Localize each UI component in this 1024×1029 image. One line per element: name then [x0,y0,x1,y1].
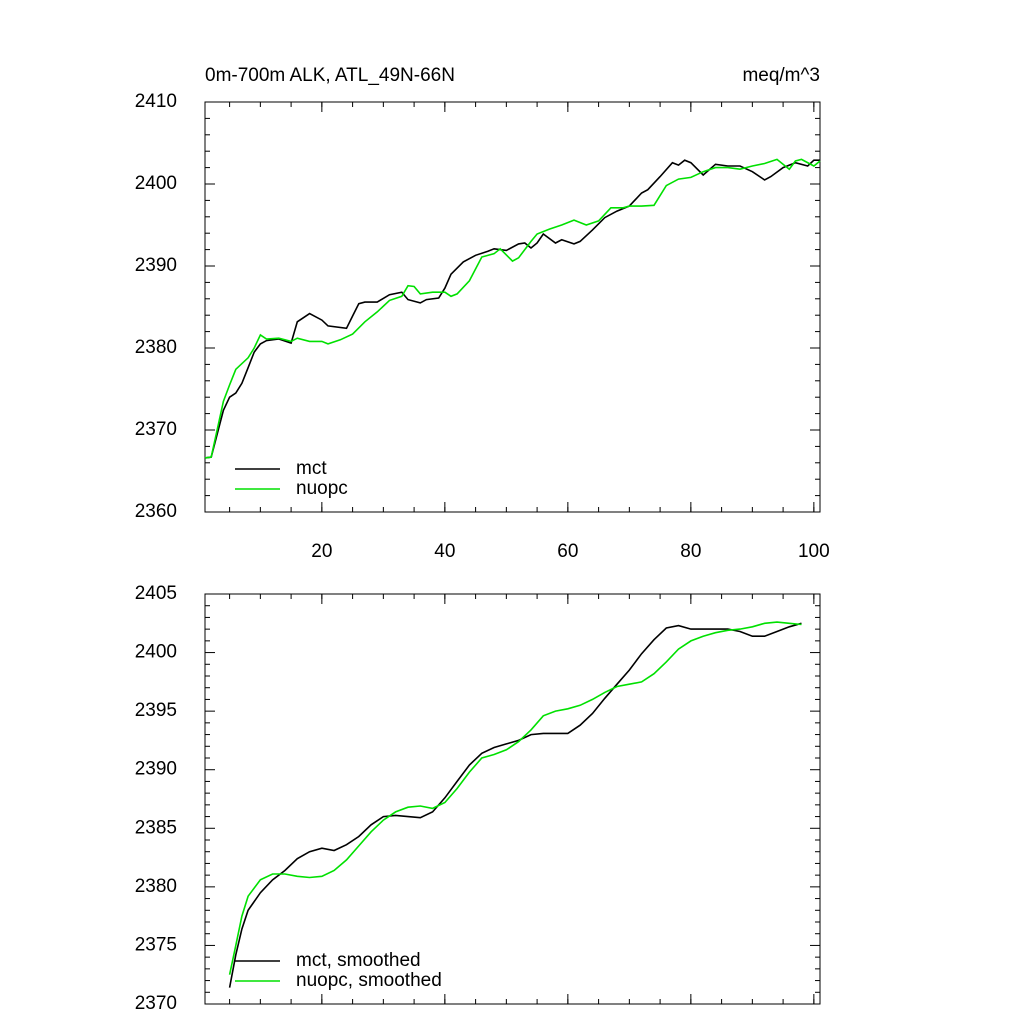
data-line [228,621,802,975]
plot-frame [204,101,821,513]
y-tick-label: 2390 [135,759,177,780]
legend-label: nuopc [296,478,348,499]
legend-label: mct, smoothed [296,950,421,971]
x-tick-label: 60 [557,541,578,562]
chart-title: 0m-700m ALK, ATL_49N-66N [205,65,455,86]
x-tick-label: 20 [311,541,332,562]
y-tick-label: 2410 [135,91,177,112]
y-tick-label: 2395 [135,700,177,721]
units-label: meq/m^3 [742,65,820,86]
y-tick-label: 2380 [135,876,177,897]
legend-label: mct [296,458,327,479]
x-tick-label: 100 [798,541,830,562]
y-tick-label: 2380 [135,337,177,358]
y-tick-label: 2360 [135,501,177,522]
data-line [204,159,820,459]
y-tick-label: 2370 [135,993,177,1014]
data-line [204,158,821,459]
y-tick-label: 2385 [135,817,177,838]
y-tick-label: 2370 [135,419,177,440]
y-tick-label: 2405 [135,583,177,604]
x-tick-label: 80 [680,541,701,562]
x-tick-label: 40 [434,541,455,562]
data-line [228,622,802,988]
y-tick-label: 2400 [135,173,177,194]
y-tick-label: 2375 [135,934,177,955]
y-tick-label: 2390 [135,255,177,276]
legend-label: nuopc, smoothed [296,970,442,991]
y-tick-label: 2400 [135,642,177,663]
plot-frame [204,593,821,1005]
